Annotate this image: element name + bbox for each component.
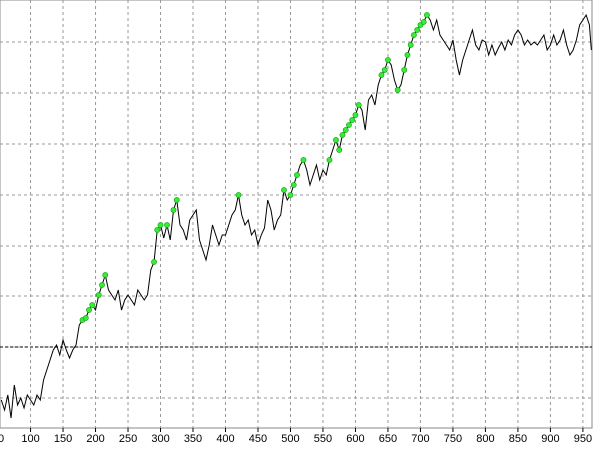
x-tick-label: 650 [379,433,397,445]
marker [300,157,307,163]
marker [294,172,300,178]
x-tick-label: 450 [249,433,267,445]
marker [82,315,89,321]
marker [355,102,362,108]
x-tick-label: 750 [444,433,462,445]
marker [342,127,349,133]
marker [381,67,388,73]
marker [151,259,157,265]
marker [411,32,417,38]
marker [157,222,164,228]
marker [424,12,430,18]
marker [99,282,105,288]
marker [333,137,339,143]
x-tick-label: 200 [86,433,104,445]
marker [414,27,421,33]
marker [378,72,385,78]
marker [385,57,391,63]
x-tick-label: 800 [476,433,494,445]
marker [420,19,427,25]
marker [404,52,411,58]
x-tick-label: 400 [216,433,234,445]
marker [102,272,109,278]
marker [346,122,352,128]
x-tick-label: 550 [314,433,332,445]
x-tick-label: 700 [411,433,429,445]
marker [290,182,297,188]
x-tick-label: 100 [21,433,39,445]
marker [349,117,356,123]
marker [235,192,242,198]
x-tick-label: 250 [119,433,137,445]
marker [170,207,177,213]
marker [154,227,161,233]
x-tick-label: 900 [541,433,559,445]
marker [89,302,96,308]
marker [394,87,401,93]
marker [173,197,180,203]
x-tick-label: 300 [151,433,169,445]
marker [401,67,408,73]
x-tick-label: 500 [281,433,299,445]
marker [95,292,102,298]
plot-area [0,0,593,429]
x-tick-label: 850 [509,433,527,445]
marker [326,157,333,163]
marker [336,147,343,153]
marker [352,112,359,118]
marker [86,307,92,313]
marker [287,192,294,198]
marker [339,132,346,138]
x-tick-label: 150 [54,433,72,445]
x-tick-label: 350 [184,433,202,445]
marker [281,187,287,193]
x-tick-label: 50 [0,433,4,445]
x-tick-label: 950 [574,433,592,445]
marker [407,42,414,48]
x-tick-label: 600 [346,433,364,445]
marker [164,222,170,228]
